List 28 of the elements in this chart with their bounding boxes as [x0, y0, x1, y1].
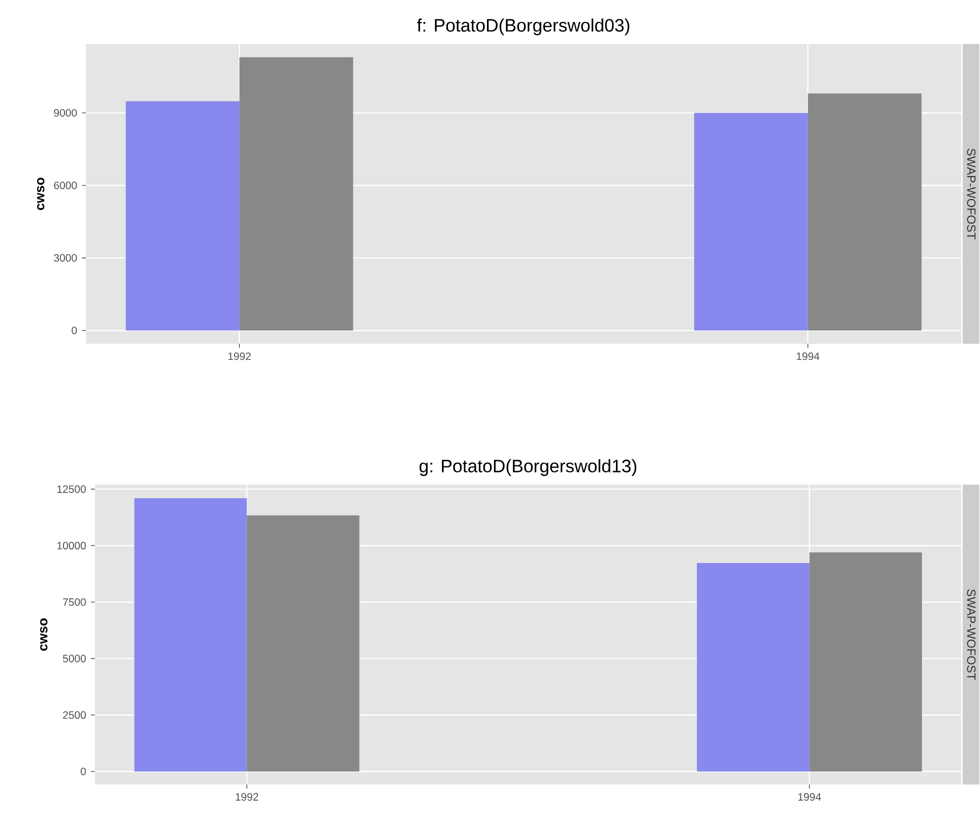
text: SWAP-WOFOST	[967, 589, 976, 680]
bar	[246, 515, 360, 772]
y-tick-label: 10000	[57, 542, 86, 550]
x-tick-label: 1994	[798, 792, 821, 800]
x-tick-label: 1994	[796, 352, 820, 360]
bar	[696, 562, 810, 772]
bar	[239, 57, 354, 330]
y-tick-label: 7500	[63, 598, 86, 606]
chart-title: g: PotatoD(Borgerswold13)	[420, 458, 636, 476]
y-tick-label: 5000	[62, 654, 86, 662]
x-tick-label: 1992	[228, 352, 251, 360]
bar	[126, 101, 240, 330]
y-tick-label: 6000	[54, 181, 77, 189]
bar	[134, 498, 247, 772]
y-axis-title: cwso	[40, 618, 48, 650]
chart-title: f: PotatoD(Borgerswold03)	[417, 18, 630, 36]
y-tick-label: 3000	[54, 254, 77, 262]
y-tick-label: 12500	[57, 485, 86, 493]
y-axis-title: cwso	[37, 178, 44, 210]
y-tick-label: 0	[80, 767, 86, 776]
y-tick-label: 2500	[63, 711, 86, 719]
bar	[694, 112, 808, 330]
y-tick-label: 9000	[54, 108, 77, 116]
bar	[808, 93, 922, 330]
text: SWAP-WOFOST	[967, 148, 976, 240]
y-tick-label: 0	[72, 326, 77, 334]
x-tick-label: 1992	[236, 792, 258, 800]
bar	[809, 552, 922, 772]
